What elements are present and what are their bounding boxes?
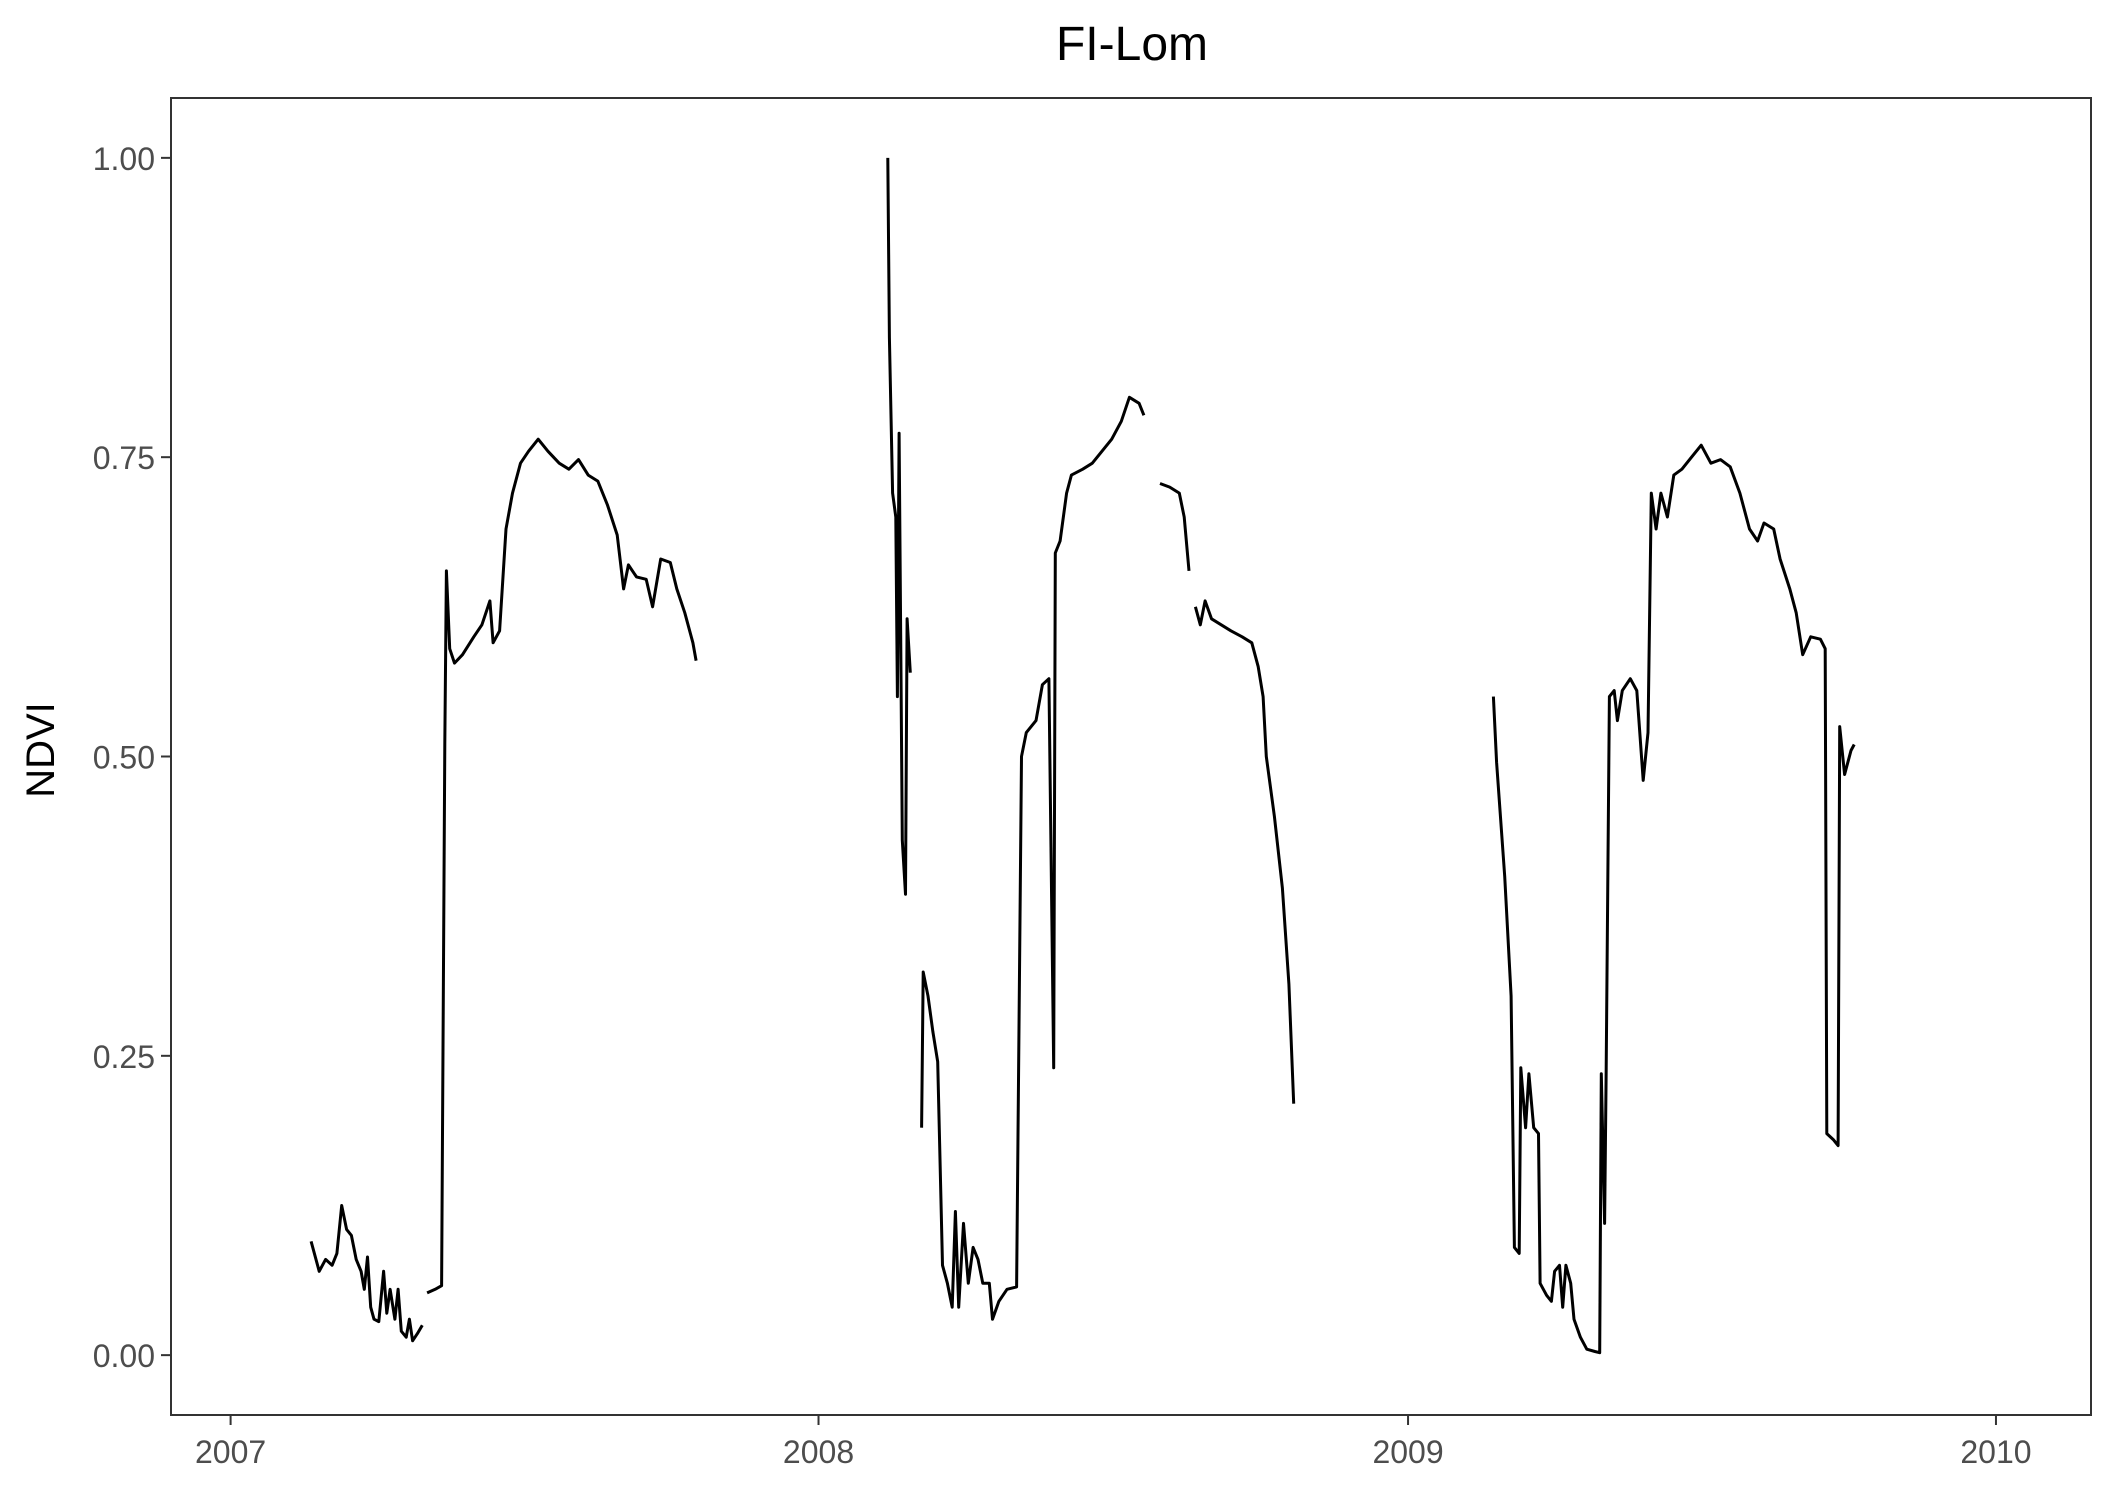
y-tick-label: 0.75	[93, 440, 155, 476]
plot-panel-border	[170, 97, 2092, 1416]
y-axis: 0.00 0.25 0.50 0.75 1.00	[93, 141, 171, 1374]
ndvi-line-segment	[1491, 443, 1856, 1355]
x-tick-label: 2008	[783, 1434, 854, 1470]
ndvi-line-segment	[309, 1204, 424, 1343]
x-axis: 2007 2008 2009 2010	[195, 1415, 2032, 1470]
ndvi-line-segment	[886, 157, 912, 896]
ndvi-line-segment	[920, 395, 1146, 1321]
series-ndvi	[309, 157, 1856, 1355]
x-tick-label: 2010	[1960, 1434, 2031, 1470]
x-tick-label: 2009	[1372, 1434, 1443, 1470]
x-tick-label: 2007	[195, 1434, 266, 1470]
y-tick-label: 0.00	[93, 1338, 155, 1374]
ndvi-line-segment	[1193, 599, 1296, 1104]
y-tick-label: 0.25	[93, 1039, 155, 1075]
chart-title: FI-Lom	[1056, 18, 1208, 71]
ndvi-line-segment	[1159, 482, 1191, 572]
y-axis-label: NDVI	[19, 702, 63, 798]
ndvi-line-segment	[426, 437, 698, 1295]
y-tick-label: 1.00	[93, 141, 155, 177]
y-tick-label: 0.50	[93, 740, 155, 776]
